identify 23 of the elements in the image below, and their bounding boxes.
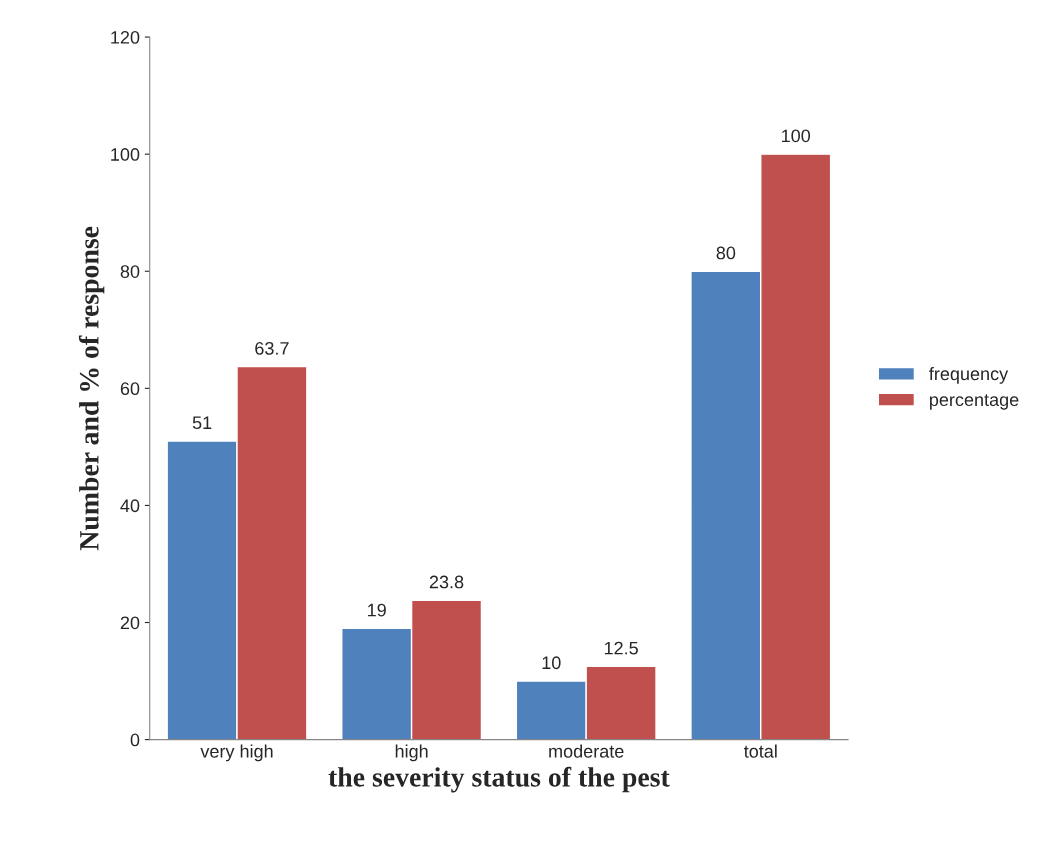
y-tick-label: 120 <box>111 31 140 44</box>
data-label: 23.8 <box>429 575 464 589</box>
y-tick-label: 60 <box>120 382 140 396</box>
data-label: 12.5 <box>604 641 638 655</box>
y-tick-label: 20 <box>120 616 140 630</box>
y-axis-title: Number and % of response <box>78 226 105 551</box>
x-tick-label: high <box>395 744 428 762</box>
x-tick-label: moderate <box>549 744 624 758</box>
data-label: 100 <box>782 129 811 143</box>
data-label: 80 <box>716 246 736 260</box>
y-tick-label: 80 <box>120 265 140 278</box>
data-label: 19 <box>368 603 386 617</box>
y-tick-label: 40 <box>120 499 140 513</box>
data-label: 63.7 <box>255 341 289 355</box>
data-label: 51 <box>192 416 212 430</box>
data-label: 10 <box>542 656 561 670</box>
y-tick-label: 100 <box>111 148 140 161</box>
x-tick-label: total <box>743 744 777 758</box>
x-axis-title: the severity status of the pest <box>328 766 670 793</box>
legend-label: percentage <box>930 394 1019 410</box>
y-tick-label: 0 <box>130 733 140 747</box>
x-tick-label: very high <box>200 744 273 762</box>
legend-label: frequency <box>929 367 1009 384</box>
